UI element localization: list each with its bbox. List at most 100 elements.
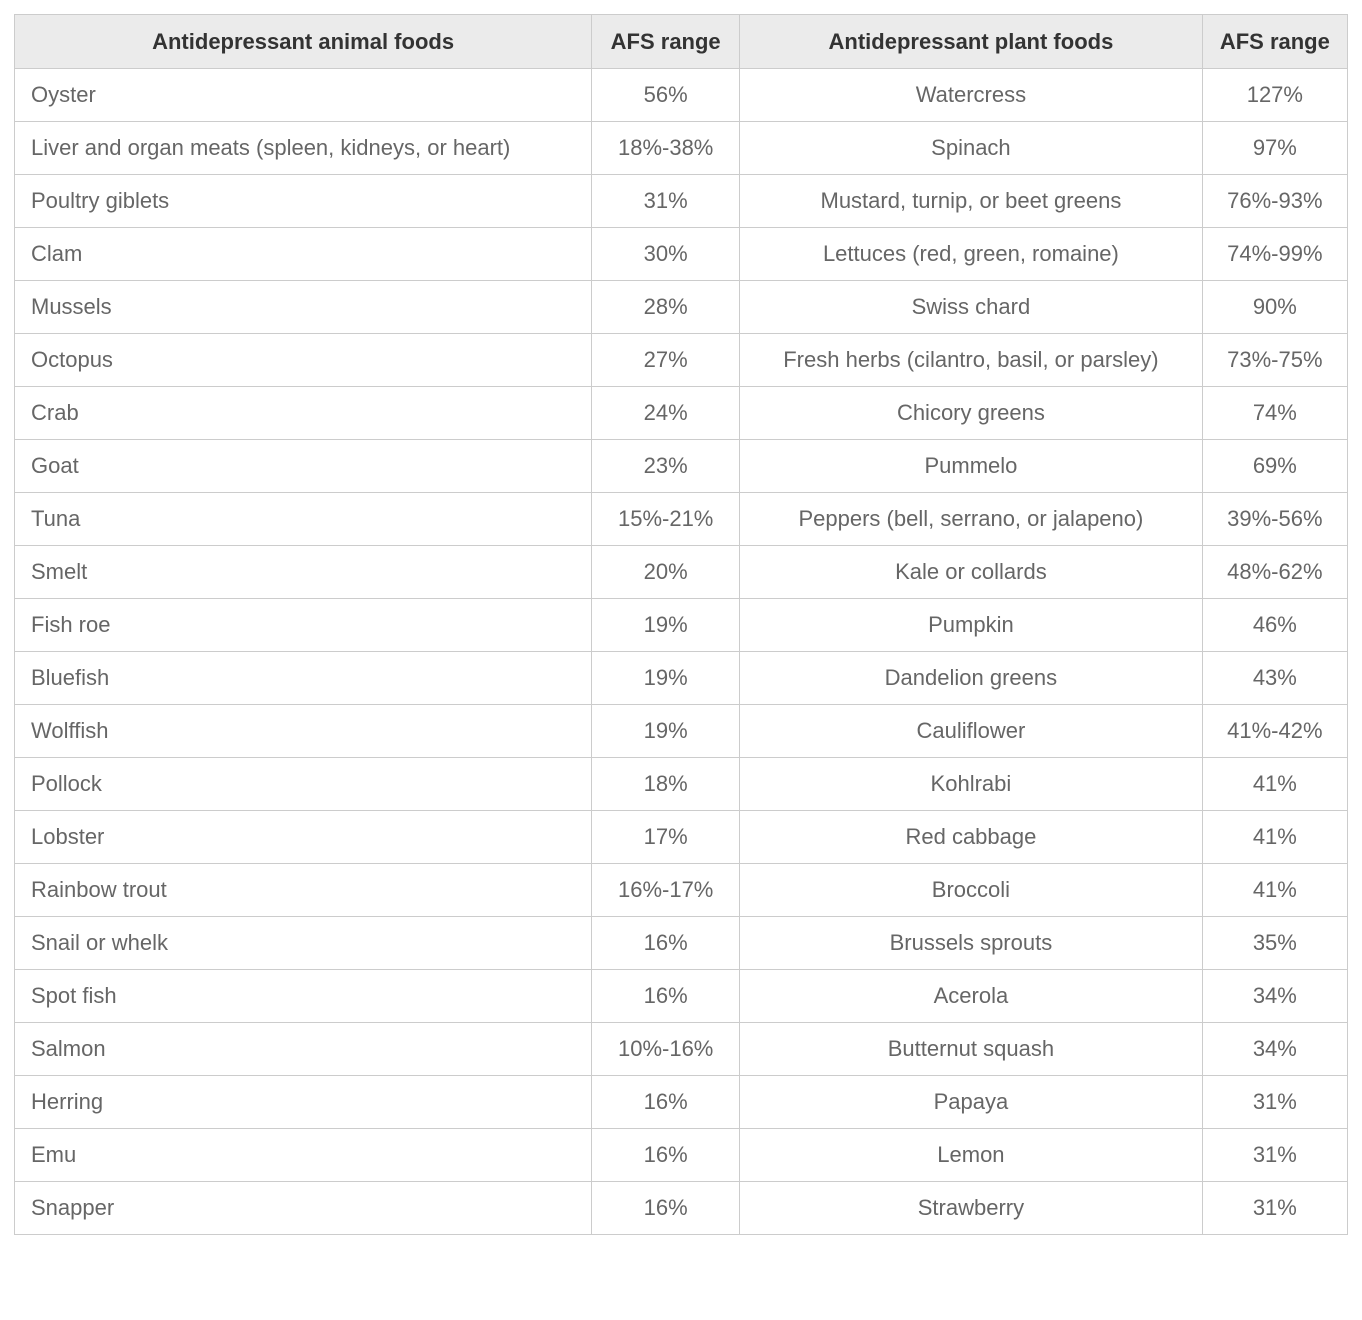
animal-afs-range-cell: 20%: [591, 545, 741, 599]
plant-afs-range-cell: 31%: [1201, 1075, 1349, 1129]
animal-food-cell: Crab: [13, 386, 593, 440]
animal-afs-range-cell: 16%: [591, 969, 741, 1023]
animal-afs-range-cell: 18%-38%: [591, 121, 741, 175]
plant-food-cell: Lemon: [739, 1128, 1203, 1182]
plant-food-cell: Pumpkin: [739, 598, 1203, 652]
table-row: Wolffish 19% Cauliflower 41%-42%: [13, 704, 1349, 758]
animal-afs-range-cell: 19%: [591, 704, 741, 758]
plant-foods-header: Antidepressant plant foods: [739, 14, 1203, 69]
table-row: Snail or whelk 16% Brussels sprouts 35%: [13, 916, 1349, 970]
table-header-row: Antidepressant animal foods AFS range Anti…: [13, 14, 1349, 69]
animal-food-cell: Emu: [13, 1128, 593, 1182]
plant-afs-range-cell: 69%: [1201, 439, 1349, 493]
table-row: Goat 23% Pummelo 69%: [13, 439, 1349, 493]
animal-food-cell: Clam: [13, 227, 593, 281]
plant-afs-range-cell: 127%: [1201, 68, 1349, 122]
table-row: Crab 24% Chicory greens 74%: [13, 386, 1349, 440]
animal-afs-range-cell: 23%: [591, 439, 741, 493]
animal-afs-range-cell: 17%: [591, 810, 741, 864]
plant-food-cell: Broccoli: [739, 863, 1203, 917]
animal-afs-range-cell: 16%-17%: [591, 863, 741, 917]
animal-afs-range-cell: 16%: [591, 1128, 741, 1182]
table-body: Oyster 56% Watercress 127% Liver and organ m…: [13, 68, 1349, 1235]
plant-afs-range-cell: 73%-75%: [1201, 333, 1349, 387]
table-row: Pollock 18% Kohlrabi 41%: [13, 757, 1349, 811]
animal-afs-range-cell: 10%-16%: [591, 1022, 741, 1076]
plant-afs-range-cell: 31%: [1201, 1128, 1349, 1182]
animal-afs-range-cell: 56%: [591, 68, 741, 122]
animal-food-cell: Mussels: [13, 280, 593, 334]
animal-food-cell: Rainbow trout: [13, 863, 593, 917]
table-row: Snapper 16% Strawberry 31%: [13, 1181, 1349, 1235]
table-row: Poultry giblets 31% Mustard, turnip, or be…: [13, 174, 1349, 228]
animal-afs-range-cell: 16%: [591, 916, 741, 970]
table-row: Octopus 27% Fresh herbs (cilantro, basil, …: [13, 333, 1349, 387]
table-row: Liver and organ meats (spleen, kidneys, …: [13, 121, 1349, 175]
plant-food-cell: Peppers (bell, serrano, or jalapeno): [739, 492, 1203, 546]
plant-food-cell: Fresh herbs (cilantro, basil, or parsley…: [739, 333, 1203, 387]
antidepressant-foods-table: Antidepressant animal foods AFS range Anti…: [13, 14, 1349, 1235]
plant-food-cell: Chicory greens: [739, 386, 1203, 440]
plant-food-cell: Red cabbage: [739, 810, 1203, 864]
animal-food-cell: Oyster: [13, 68, 593, 122]
animal-food-cell: Bluefish: [13, 651, 593, 705]
animal-food-cell: Smelt: [13, 545, 593, 599]
table-header: Antidepressant animal foods AFS range Anti…: [13, 14, 1349, 69]
plant-food-cell: Butternut squash: [739, 1022, 1203, 1076]
plant-afs-range-cell: 46%: [1201, 598, 1349, 652]
plant-afs-range-cell: 34%: [1201, 969, 1349, 1023]
plant-food-cell: Brussels sprouts: [739, 916, 1203, 970]
table-row: Rainbow trout 16%-17% Broccoli 41%: [13, 863, 1349, 917]
table-row: Herring 16% Papaya 31%: [13, 1075, 1349, 1129]
plant-afs-range-cell: 41%: [1201, 810, 1349, 864]
animal-afs-range-cell: 16%: [591, 1075, 741, 1129]
plant-food-cell: Kale or collards: [739, 545, 1203, 599]
animal-food-cell: Snapper: [13, 1181, 593, 1235]
table-row: Spot fish 16% Acerola 34%: [13, 969, 1349, 1023]
plant-food-cell: Pummelo: [739, 439, 1203, 493]
table-row: Smelt 20% Kale or collards 48%-62%: [13, 545, 1349, 599]
animal-afs-range-cell: 30%: [591, 227, 741, 281]
animal-afs-range-cell: 27%: [591, 333, 741, 387]
animal-afs-range-cell: 31%: [591, 174, 741, 228]
plant-afs-range-cell: 43%: [1201, 651, 1349, 705]
animal-afs-range-cell: 19%: [591, 598, 741, 652]
animal-food-cell: Tuna: [13, 492, 593, 546]
animal-food-cell: Goat: [13, 439, 593, 493]
afs-range-plant-header: AFS range: [1201, 14, 1349, 69]
table-row: Tuna 15%-21% Peppers (bell, serrano, or ja…: [13, 492, 1349, 546]
plant-afs-range-cell: 97%: [1201, 121, 1349, 175]
plant-afs-range-cell: 76%-93%: [1201, 174, 1349, 228]
animal-food-cell: Pollock: [13, 757, 593, 811]
plant-afs-range-cell: 41%-42%: [1201, 704, 1349, 758]
plant-afs-range-cell: 74%: [1201, 386, 1349, 440]
animal-food-cell: Poultry giblets: [13, 174, 593, 228]
plant-afs-range-cell: 41%: [1201, 863, 1349, 917]
animal-food-cell: Fish roe: [13, 598, 593, 652]
animal-food-cell: Liver and organ meats (spleen, kidneys, …: [13, 121, 593, 175]
animal-afs-range-cell: 15%-21%: [591, 492, 741, 546]
animal-afs-range-cell: 24%: [591, 386, 741, 440]
plant-food-cell: Papaya: [739, 1075, 1203, 1129]
table-row: Oyster 56% Watercress 127%: [13, 68, 1349, 122]
afs-range-animal-header: AFS range: [591, 14, 741, 69]
table-row: Bluefish 19% Dandelion greens 43%: [13, 651, 1349, 705]
plant-afs-range-cell: 48%-62%: [1201, 545, 1349, 599]
animal-food-cell: Lobster: [13, 810, 593, 864]
animal-food-cell: Spot fish: [13, 969, 593, 1023]
plant-afs-range-cell: 39%-56%: [1201, 492, 1349, 546]
table-row: Fish roe 19% Pumpkin 46%: [13, 598, 1349, 652]
plant-food-cell: Swiss chard: [739, 280, 1203, 334]
plant-afs-range-cell: 90%: [1201, 280, 1349, 334]
plant-food-cell: Cauliflower: [739, 704, 1203, 758]
plant-food-cell: Strawberry: [739, 1181, 1203, 1235]
plant-afs-range-cell: 31%: [1201, 1181, 1349, 1235]
animal-afs-range-cell: 16%: [591, 1181, 741, 1235]
animal-foods-header: Antidepressant animal foods: [13, 14, 593, 69]
animal-food-cell: Wolffish: [13, 704, 593, 758]
plant-afs-range-cell: 74%-99%: [1201, 227, 1349, 281]
animal-food-cell: Herring: [13, 1075, 593, 1129]
table-row: Emu 16% Lemon 31%: [13, 1128, 1349, 1182]
plant-afs-range-cell: 41%: [1201, 757, 1349, 811]
